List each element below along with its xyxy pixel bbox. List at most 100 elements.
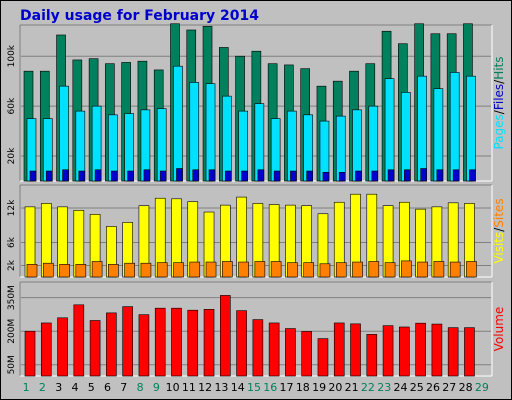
x-tick-label-day: 25	[410, 381, 424, 394]
volume-bar	[171, 307, 182, 377]
sites-bar	[75, 264, 87, 278]
pages-bar	[62, 169, 69, 182]
legend-hits-files-pages: Pages/Files/Hits	[492, 56, 506, 149]
x-tick-label-day: 22	[361, 381, 375, 394]
volume-bar	[252, 319, 264, 377]
pages-bar	[371, 170, 379, 182]
files-bar	[352, 109, 362, 182]
files-bar	[156, 108, 167, 182]
volume-bar	[317, 338, 329, 377]
sites-bar	[42, 262, 54, 278]
pages-bar	[404, 169, 411, 182]
pages-bar	[94, 169, 102, 182]
files-bar	[254, 103, 265, 182]
x-tick-label-day: 10	[166, 381, 180, 394]
pages-bar	[387, 169, 395, 182]
sites-bar	[270, 261, 282, 278]
x-tick-label-day: 24	[393, 381, 407, 394]
panel-volume-y-tick-label: 350M	[7, 285, 17, 310]
x-tick-label-day: 7	[120, 381, 127, 394]
pages-bar	[290, 170, 297, 182]
legend-hits-files-pages-part: Pages	[492, 114, 506, 149]
pages-bar	[111, 170, 118, 182]
volume-bar	[285, 328, 296, 377]
sites-bar	[384, 262, 396, 278]
files-bar	[449, 72, 460, 182]
sites-bar	[156, 262, 168, 278]
sites-bar	[238, 261, 249, 278]
pages-bar	[29, 170, 37, 182]
volume-bar	[106, 312, 117, 377]
files-bar	[401, 92, 411, 182]
volume-bar	[138, 314, 150, 377]
sites-bar	[26, 264, 38, 278]
sites-bar	[124, 262, 135, 278]
sites-bar	[254, 261, 266, 278]
volume-bar	[40, 322, 52, 377]
sites-bar	[449, 261, 461, 278]
x-tick-label-day: 3	[55, 381, 62, 394]
x-tick-label-day: 5	[88, 381, 95, 394]
pages-bar	[273, 170, 281, 182]
x-tick-label-day: 17	[280, 381, 294, 394]
files-bar	[238, 110, 248, 182]
sites-bar	[417, 261, 428, 278]
pages-bar	[159, 170, 167, 182]
legend-visits-sites: Visits/Sites	[492, 198, 506, 263]
x-tick-label-day: 2	[39, 381, 46, 394]
x-tick-label-day: 6	[104, 381, 111, 394]
x-tick-label-day: 29	[475, 381, 489, 394]
sites-bar	[335, 262, 347, 278]
sites-bar	[59, 264, 70, 278]
panel-hits-y-tick-label: 20k	[7, 147, 17, 164]
pages-bar	[338, 171, 346, 182]
sites-bar	[368, 261, 380, 278]
pages-bar	[143, 169, 151, 182]
files-bar	[75, 110, 86, 182]
pages-bar	[208, 169, 216, 182]
files-bar	[222, 95, 232, 182]
sites-bar	[189, 261, 201, 278]
legend-hits-files-pages-part: /	[492, 109, 506, 114]
files-bar	[417, 75, 427, 182]
x-tick-label-day: 12	[198, 381, 212, 394]
volume-bar	[122, 306, 133, 377]
x-tick-label-day: 16	[263, 381, 277, 394]
x-tick-label-day: 18	[296, 381, 310, 394]
volume-bar	[73, 304, 85, 377]
volume-bar	[431, 323, 443, 377]
legend-volume: Volume	[492, 307, 506, 352]
sites-bar	[433, 261, 445, 278]
pages-bar	[257, 169, 265, 182]
files-bar	[59, 85, 69, 182]
pages-bar	[176, 168, 183, 182]
x-tick-label-day: 21	[345, 381, 359, 394]
pages-bar	[192, 169, 200, 182]
pages-bar	[420, 168, 427, 182]
legend-hits-files-pages-part: /	[492, 79, 506, 84]
x-tick-label-day: 9	[153, 381, 160, 394]
files-bar	[433, 88, 444, 182]
volume-bar	[464, 327, 475, 377]
pages-bar	[355, 170, 362, 182]
panel-visits-y-tick-label: 6k	[7, 236, 17, 248]
sites-bar	[287, 262, 298, 278]
sites-bar	[466, 261, 477, 278]
files-bar	[189, 82, 200, 182]
x-tick-label-day: 26	[426, 381, 440, 394]
volume-bar	[220, 295, 231, 377]
legend-volume-part: Volume	[492, 307, 506, 352]
pages-bar	[241, 170, 248, 182]
files-bar	[384, 78, 395, 182]
pages-bar	[225, 170, 232, 182]
volume-bar	[399, 326, 410, 377]
x-tick-label-day: 8	[137, 381, 144, 394]
pages-bar	[45, 170, 53, 182]
x-tick-label-day: 23	[377, 381, 391, 394]
volume-bar	[187, 309, 199, 377]
legend-hits-files-pages-part: Files	[492, 84, 506, 110]
volume-bar	[447, 327, 459, 377]
volume-bar	[366, 334, 378, 377]
